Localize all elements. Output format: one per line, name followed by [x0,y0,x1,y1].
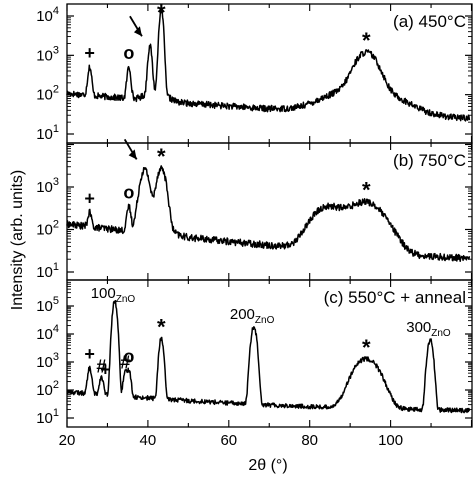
peak-label: 200ZnO [230,306,275,326]
asterisk-marker: * [362,178,371,203]
xrd-trace [66,299,471,414]
x-tick-label: 20 [59,432,76,449]
plus-marker: + [84,344,95,364]
x-tick-label: 40 [140,432,157,449]
panel-label: (a) 450°C [393,12,466,31]
panel-label: (c) 550°C + anneal [324,288,466,307]
y-tick-label: 102 [36,379,59,399]
circle-marker: o [123,346,134,366]
x-tick-label: 80 [301,432,318,449]
plus-marker: + [84,43,95,63]
peak-label: 100ZnO [91,285,136,305]
asterisk-marker: * [362,28,371,53]
panels: 101 102 103 104 (a) 450°C + o * * 101 102 103 (b) 75… [36,0,473,449]
arrow-head-icon [133,26,142,37]
y-tick-label: 101 [36,261,59,281]
y-axis-title: Intensity (arb. units) [9,170,26,311]
panel-label: (b) 750°C [393,151,466,170]
x-tick-label: 60 [220,432,237,449]
y-tick-label: 101 [36,407,59,427]
asterisk-marker: * [157,314,166,339]
panel-a: 101 102 103 104 (a) 450°C + o * * [36,0,473,144]
hash-marker: # [96,357,106,377]
asterisk-marker: * [157,0,166,25]
x-tick-label: 100 [378,432,403,449]
asterisk-marker: * [157,144,166,169]
y-tick-label: 104 [36,5,59,25]
plus-marker: + [84,189,95,209]
arrow-head-icon [128,149,137,160]
x-axis-title: 2θ (°) [248,457,287,474]
y-tick-label: 101 [36,123,59,143]
y-tick-label: 102 [36,219,59,239]
y-tick-label: 105 [36,295,59,315]
circle-marker: o [123,43,134,63]
peak-label: 300ZnO [406,319,451,339]
y-tick-label: 103 [36,44,59,64]
xrd-trace [66,165,471,263]
y-tick-label: 104 [36,323,59,343]
hash-marker: # [120,352,130,372]
panel-b: 101 102 103 (b) 750°C + o * * [36,138,473,281]
xrd-trace [66,6,471,122]
y-tick-label: 103 [36,351,59,371]
panel-c: 101 102 103 104 105 20 40 60 80 100 (c) 550°C + an… [36,279,473,449]
y-tick-label: 102 [36,84,59,104]
asterisk-marker: * [362,335,371,360]
y-tick-label: 103 [36,176,59,196]
circle-marker: o [123,182,134,202]
plus-marker: + [100,359,111,379]
